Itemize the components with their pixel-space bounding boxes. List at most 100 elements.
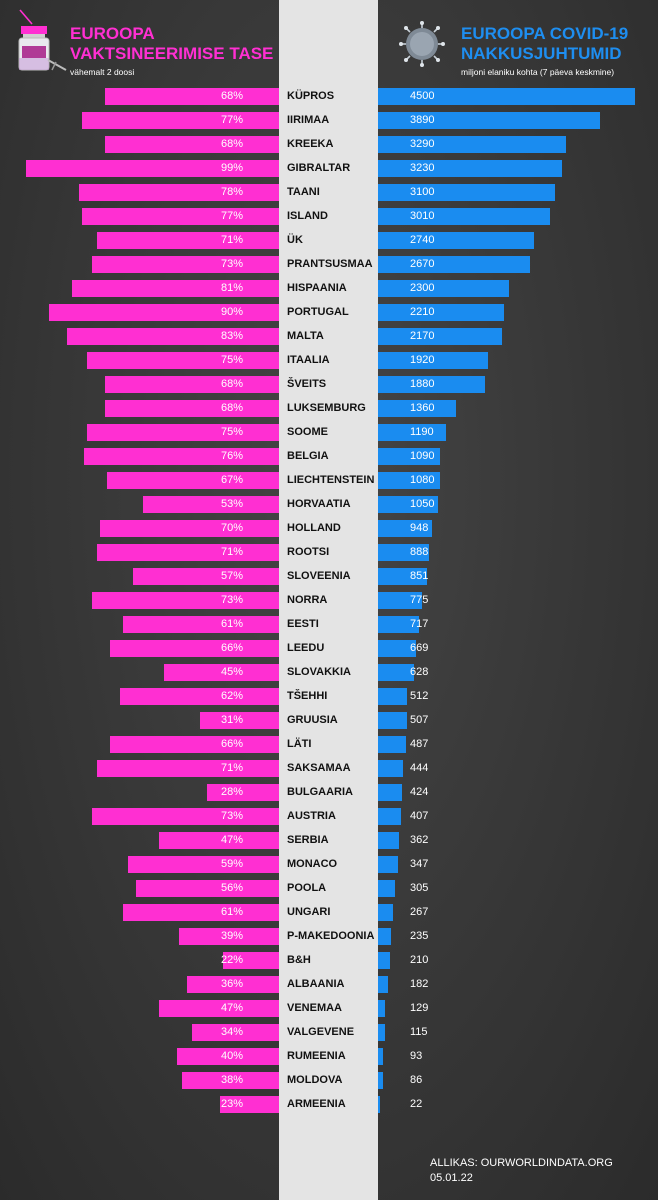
vaccination-value-label: 76%: [220, 450, 243, 462]
vaccination-value-label: 39%: [220, 930, 243, 942]
country-label: MOLDOVA: [287, 1074, 343, 1086]
country-label: TŠEHHI: [287, 690, 328, 702]
cases-bar: [378, 544, 429, 561]
vaccination-value-label: 73%: [220, 258, 243, 270]
cases-bar: [378, 112, 601, 129]
cases-value-label: 1360: [410, 402, 435, 414]
vaccination-bar: [158, 1000, 279, 1017]
vaccination-value-label: 22%: [220, 954, 243, 966]
source-note: ALLIKAS: OURWORLDINDATA.ORG 05.01.22: [430, 1156, 613, 1186]
vaccination-value-label: 56%: [220, 882, 243, 894]
cases-bar: [378, 400, 456, 417]
country-label: UNGARI: [287, 906, 331, 918]
vaccination-bar: [84, 448, 279, 465]
cases-bar: [378, 688, 408, 705]
vaccination-bar: [207, 784, 279, 801]
vaccination-bar: [110, 736, 279, 753]
vaccination-bar: [186, 976, 279, 993]
country-label: MALTA: [287, 330, 324, 342]
cases-value-label: 717: [410, 618, 429, 630]
vaccination-bar: [92, 592, 279, 609]
cases-bar: [378, 376, 486, 393]
vaccination-bar: [99, 520, 279, 537]
country-label: BULGAARIA: [287, 786, 353, 798]
cases-value-label: 424: [410, 786, 429, 798]
vaccination-value-label: 73%: [220, 594, 243, 606]
vaccination-value-label: 77%: [220, 114, 243, 126]
cases-value-label: 2740: [410, 234, 435, 246]
vaccination-bar: [92, 256, 279, 273]
cases-bar: [378, 736, 406, 753]
cases-bar: [378, 448, 441, 465]
vaccination-bar: [104, 88, 279, 105]
country-label: ÜK: [287, 234, 303, 246]
vaccination-bar: [199, 712, 279, 729]
coronavirus-icon: [399, 21, 445, 67]
vaccination-value-label: 31%: [220, 714, 243, 726]
cases-value-label: 2210: [410, 306, 435, 318]
vaccination-value-label: 68%: [220, 402, 243, 414]
country-label: SAKSAMAA: [287, 762, 351, 774]
cases-bar: [378, 1072, 383, 1089]
vaccination-value-label: 40%: [220, 1050, 243, 1062]
country-label: VENEMAA: [287, 1002, 343, 1014]
vaccination-bar: [107, 472, 279, 489]
center-strip: [279, 0, 378, 1200]
vaccination-value-label: 70%: [220, 522, 243, 534]
country-label: BELGIA: [287, 450, 329, 462]
vaccination-bar: [104, 136, 279, 153]
country-label: MONACO: [287, 858, 338, 870]
vaccination-bar: [97, 760, 279, 777]
vaccination-value-label: 36%: [220, 978, 243, 990]
cases-bar: [378, 1000, 386, 1017]
country-label: LUKSEMBURG: [287, 402, 366, 414]
vaccination-bar: [120, 688, 279, 705]
cases-bar: [378, 352, 488, 369]
country-label: P-MAKEDOONIA: [287, 930, 375, 942]
cases-value-label: 182: [410, 978, 429, 990]
vaccination-bar: [181, 1072, 279, 1089]
vaccination-value-label: 90%: [220, 306, 243, 318]
country-label: POOLA: [287, 882, 327, 894]
country-label: KÜPROS: [287, 90, 335, 102]
cases-value-label: 1880: [410, 378, 435, 390]
cases-bar: [378, 88, 635, 105]
cases-bar: [378, 880, 396, 897]
vaccination-value-label: 61%: [220, 906, 243, 918]
vaccination-value-label: 81%: [220, 282, 243, 294]
cases-value-label: 2300: [410, 282, 435, 294]
country-label: SERBIA: [287, 834, 329, 846]
vaccination-value-label: 99%: [220, 162, 243, 174]
vaccination-value-label: 68%: [220, 378, 243, 390]
vaccination-bar: [143, 496, 279, 513]
vaccine-vial-icon: [18, 9, 67, 71]
vaccination-value-label: 57%: [220, 570, 243, 582]
vaccination-value-label: 73%: [220, 810, 243, 822]
country-label: ARMEENIA: [287, 1098, 346, 1110]
vaccination-bar: [104, 400, 279, 417]
vaccination-bar: [104, 376, 279, 393]
cases-value-label: 210: [410, 954, 429, 966]
cases-value-label: 22: [410, 1098, 423, 1110]
vaccination-value-label: 53%: [220, 498, 243, 510]
vaccination-value-label: 45%: [220, 666, 243, 678]
vaccination-bar: [179, 928, 279, 945]
vaccination-bar: [81, 112, 279, 129]
cases-bar: [378, 976, 389, 993]
cases-value-label: 347: [410, 858, 429, 870]
cases-bar: [378, 256, 531, 273]
country-label: RUMEENIA: [287, 1050, 346, 1062]
vaccination-bar: [191, 1024, 279, 1041]
vaccination-value-label: 66%: [220, 738, 243, 750]
country-label: B&H: [287, 954, 311, 966]
cases-bar: [378, 160, 563, 177]
cases-bar: [378, 832, 399, 849]
country-label: IIRIMAA: [287, 114, 330, 126]
vaccination-value-label: 59%: [220, 858, 243, 870]
cases-value-label: 362: [410, 834, 429, 846]
vaccination-bar: [81, 208, 279, 225]
country-label: PRANTSUSMAA: [287, 258, 373, 270]
vaccination-bar: [110, 640, 279, 657]
cases-bar: [378, 304, 505, 321]
cases-value-label: 3290: [410, 138, 435, 150]
